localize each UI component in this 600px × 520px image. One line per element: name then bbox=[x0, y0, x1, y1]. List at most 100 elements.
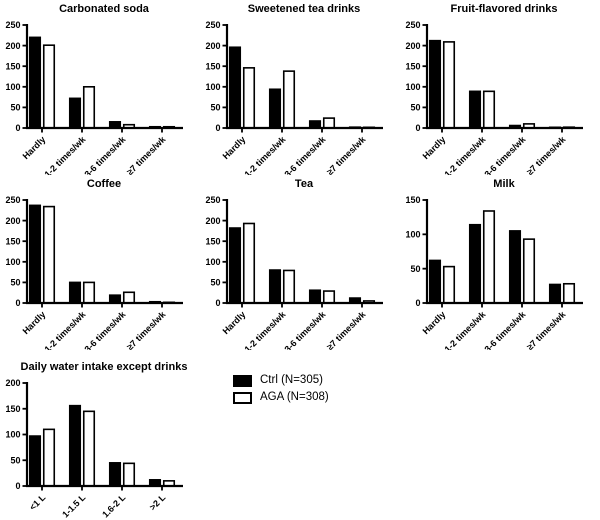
y-tick-label: 150 bbox=[5, 236, 20, 246]
legend-swatch-ctrl-icon bbox=[233, 374, 252, 387]
y-tick-label: 200 bbox=[405, 41, 420, 51]
x-tick-label: Hardly bbox=[421, 309, 448, 336]
y-tick-label: 0 bbox=[415, 123, 420, 133]
chart-title: Daily water intake except drinks bbox=[20, 361, 188, 373]
bar-aga bbox=[42, 428, 56, 487]
y-tick-label: 0 bbox=[215, 123, 220, 133]
chart-panel-coffee: Coffee Hardly 1-2 times/wk 3-6 times/wk ≥7 … bbox=[0, 175, 200, 350]
x-tick-label: Hardly bbox=[21, 309, 48, 336]
x-tick-label: 3-6 times/wk bbox=[282, 134, 328, 175]
x-tick-label: ≥7 times/wk bbox=[125, 309, 168, 350]
y-tick-label: 100 bbox=[5, 430, 20, 440]
y-tick-label: 0 bbox=[215, 298, 220, 308]
bar-aga bbox=[522, 238, 536, 304]
bar-aga bbox=[82, 86, 96, 129]
bar-ctrl bbox=[68, 281, 82, 304]
bar-aga bbox=[82, 281, 96, 304]
x-tick-label: 1-2 times/wk bbox=[442, 309, 488, 350]
y-tick-label: 50 bbox=[210, 278, 220, 288]
y-tick-label: 50 bbox=[10, 278, 20, 288]
x-tick-label: Hardly bbox=[421, 134, 448, 161]
y-tick-label: 0 bbox=[15, 481, 20, 491]
chart-title: Sweetened tea drinks bbox=[247, 3, 361, 15]
legend-label-ctrl: Ctrl (N=305) bbox=[260, 374, 323, 386]
chart-panel-fruit-flavored-drinks: Fruit-flavored drinks Hardly 1-2 times/wk… bbox=[400, 0, 600, 175]
y-tick-label: 50 bbox=[10, 455, 20, 465]
y-tick-label: 200 bbox=[205, 41, 220, 51]
bar-aga bbox=[442, 265, 456, 304]
chart-title: Tea bbox=[294, 178, 314, 190]
x-tick-label: 3-6 times/wk bbox=[282, 309, 328, 350]
chart-panel-sweetened-tea-drinks: Sweetened tea drinks Hardly 1-2 times/wk 3… bbox=[200, 0, 400, 175]
bar-aga bbox=[42, 205, 56, 304]
chart-title: Milk bbox=[493, 178, 515, 190]
x-tick-label: 3-6 times/wk bbox=[482, 134, 528, 175]
y-tick-label: 200 bbox=[205, 216, 220, 226]
chart-plot-svg: <1 L 1-1.5 L 1.6-2 L >2 L 0 50 100 150 200 bbox=[5, 378, 183, 520]
y-tick-label: 250 bbox=[405, 20, 420, 30]
chart-title: Coffee bbox=[86, 178, 122, 190]
bar-ctrl bbox=[308, 289, 322, 304]
bar-aga bbox=[122, 291, 136, 304]
bar-aga bbox=[482, 90, 496, 129]
legend-item-ctrl: Ctrl (N=305) bbox=[233, 374, 329, 387]
bar-aga bbox=[242, 67, 256, 129]
bar-aga bbox=[322, 117, 336, 129]
y-tick-label: 200 bbox=[5, 378, 20, 388]
y-tick-label: 250 bbox=[5, 20, 20, 30]
y-tick-label: 200 bbox=[5, 41, 20, 51]
legend-item-aga: AGA (N=308) bbox=[233, 391, 329, 404]
bar-ctrl bbox=[268, 269, 282, 304]
x-tick-label: 1.6-2 L bbox=[100, 492, 128, 520]
y-tick-label: 100 bbox=[205, 82, 220, 92]
x-tick-label: ≥7 times/wk bbox=[325, 134, 368, 175]
x-tick-label: 1-2 times/wk bbox=[442, 134, 488, 175]
bar-ctrl bbox=[268, 88, 282, 129]
x-tick-label: <1 L bbox=[27, 492, 47, 512]
chart-panel-daily-water-intake: Daily water intake except drinks <1 L 1-1… bbox=[0, 358, 200, 520]
y-tick-label: 100 bbox=[5, 82, 20, 92]
y-tick-label: 200 bbox=[5, 216, 20, 226]
x-tick-label: >2 L bbox=[147, 492, 167, 512]
x-tick-label: ≥7 times/wk bbox=[325, 309, 368, 350]
bar-aga bbox=[282, 70, 296, 129]
y-tick-label: 100 bbox=[5, 257, 20, 267]
y-tick-label: 100 bbox=[405, 230, 420, 240]
x-tick-label: 3-6 times/wk bbox=[482, 309, 528, 350]
bar-ctrl bbox=[548, 283, 562, 304]
bar-aga bbox=[322, 290, 336, 304]
y-tick-label: 0 bbox=[415, 298, 420, 308]
bar-ctrl bbox=[228, 46, 242, 129]
x-tick-label: Hardly bbox=[221, 134, 248, 161]
y-tick-label: 150 bbox=[5, 404, 20, 414]
bar-ctrl bbox=[428, 259, 442, 304]
bar-aga bbox=[122, 462, 136, 487]
bar-aga bbox=[482, 210, 496, 304]
legend: Ctrl (N=305) AGA (N=308) bbox=[233, 374, 329, 404]
bar-ctrl bbox=[228, 227, 242, 304]
x-tick-label: 1-2 times/wk bbox=[242, 134, 288, 175]
x-tick-label: Hardly bbox=[221, 309, 248, 336]
x-tick-label: Hardly bbox=[21, 134, 48, 161]
chart-title: Fruit-flavored drinks bbox=[450, 3, 558, 15]
bar-ctrl bbox=[28, 36, 42, 129]
y-tick-label: 100 bbox=[405, 82, 420, 92]
bar-aga bbox=[82, 410, 96, 487]
y-tick-label: 150 bbox=[205, 236, 220, 246]
legend-swatch-aga-icon bbox=[233, 391, 252, 404]
x-tick-label: ≥7 times/wk bbox=[125, 134, 168, 175]
y-tick-label: 150 bbox=[405, 195, 420, 205]
y-tick-label: 250 bbox=[205, 195, 220, 205]
bar-aga bbox=[282, 269, 296, 304]
x-tick-label: 3-6 times/wk bbox=[82, 134, 128, 175]
legend-label-aga: AGA (N=308) bbox=[260, 391, 329, 403]
x-tick-label: 1-1.5 L bbox=[60, 492, 88, 520]
bar-ctrl bbox=[28, 435, 42, 487]
bar-ctrl bbox=[108, 294, 122, 304]
y-tick-label: 150 bbox=[5, 61, 20, 71]
chart-panel-carbonated-soda: Carbonated soda Hardly 1-2 times/wk 3-6 ti… bbox=[0, 0, 200, 175]
